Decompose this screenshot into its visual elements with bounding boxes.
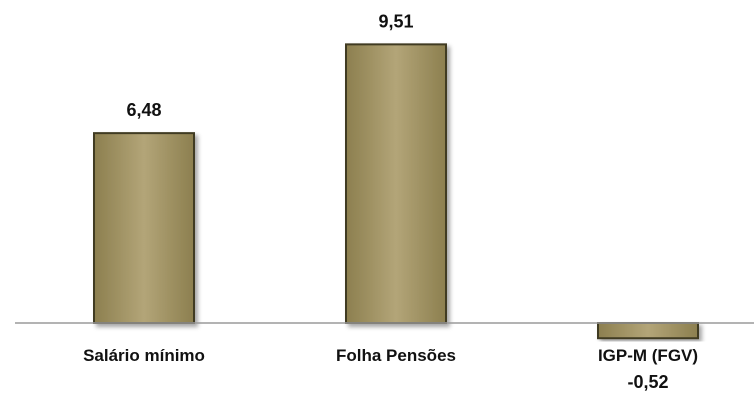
- bar-1: [345, 43, 447, 325]
- x-tick-label-0: Salário mínimo: [83, 346, 205, 365]
- x-tick-label-2: IGP-M (FGV): [598, 346, 698, 365]
- bars-layer: [93, 43, 699, 340]
- x-tick-label-1: Folha Pensões: [336, 346, 456, 365]
- data-label-2: -0,52: [627, 372, 668, 392]
- labels-layer: Salário mínimo 6,48 Folha Pensões 9,51 IGP-M…: [83, 11, 698, 392]
- data-label-0: 6,48: [126, 100, 161, 120]
- bar-0: [93, 132, 195, 324]
- data-label-1: 9,51: [378, 11, 413, 31]
- bar-2: [597, 322, 699, 340]
